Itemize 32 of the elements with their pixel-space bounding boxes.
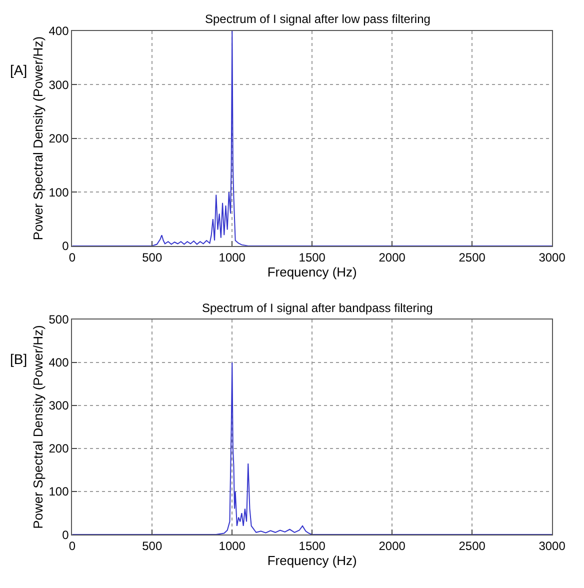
x-tick-label: 2500 bbox=[458, 250, 486, 264]
x-tick-label: 2000 bbox=[378, 538, 406, 553]
x-tick-label: 1500 bbox=[298, 250, 326, 264]
y-tick-label: 300 bbox=[48, 398, 70, 413]
x-axis-title: Frequency (Hz) bbox=[267, 552, 357, 568]
x-tick-label: 500 bbox=[142, 250, 162, 264]
text: [B] bbox=[10, 351, 28, 367]
x-tick-label: 3000 bbox=[538, 538, 566, 553]
y-tick-label: 400 bbox=[48, 356, 70, 370]
y-axis-title: Power Spectral Density (Power/Hz) bbox=[30, 36, 46, 240]
y-tick-label: 300 bbox=[48, 78, 70, 92]
x-tick-label: 1000 bbox=[218, 250, 246, 264]
x-tick-label: 2000 bbox=[378, 250, 406, 264]
chart-title: Spectrum of I signal after low pass filtering bbox=[205, 12, 430, 26]
y-tick-label: 200 bbox=[48, 132, 70, 146]
y-axis-title: Power Spectral Density (Power/Hz) bbox=[30, 325, 46, 529]
y-tick-label: 500 bbox=[48, 312, 70, 327]
x-axis-title: Frequency (Hz) bbox=[267, 264, 357, 280]
y-tick-label: 100 bbox=[48, 185, 70, 200]
x-tick-label: 3000 bbox=[538, 250, 566, 264]
line-series bbox=[72, 362, 552, 535]
y-tick-label: 0 bbox=[62, 528, 70, 542]
x-tick-label: 500 bbox=[142, 538, 162, 553]
y-tick-label: 200 bbox=[48, 442, 70, 456]
y-tick-label: 100 bbox=[48, 484, 70, 499]
y-tick-label: 400 bbox=[48, 24, 70, 38]
x-tick-label: 2500 bbox=[458, 538, 486, 553]
y-tick-label: 0 bbox=[62, 239, 70, 254]
text: [A] bbox=[10, 62, 28, 78]
x-tick-label: 1500 bbox=[298, 538, 326, 553]
chart-title: Spectrum of I signal after bandpass filtering bbox=[202, 301, 433, 315]
x-tick-label: 1000 bbox=[218, 538, 246, 553]
